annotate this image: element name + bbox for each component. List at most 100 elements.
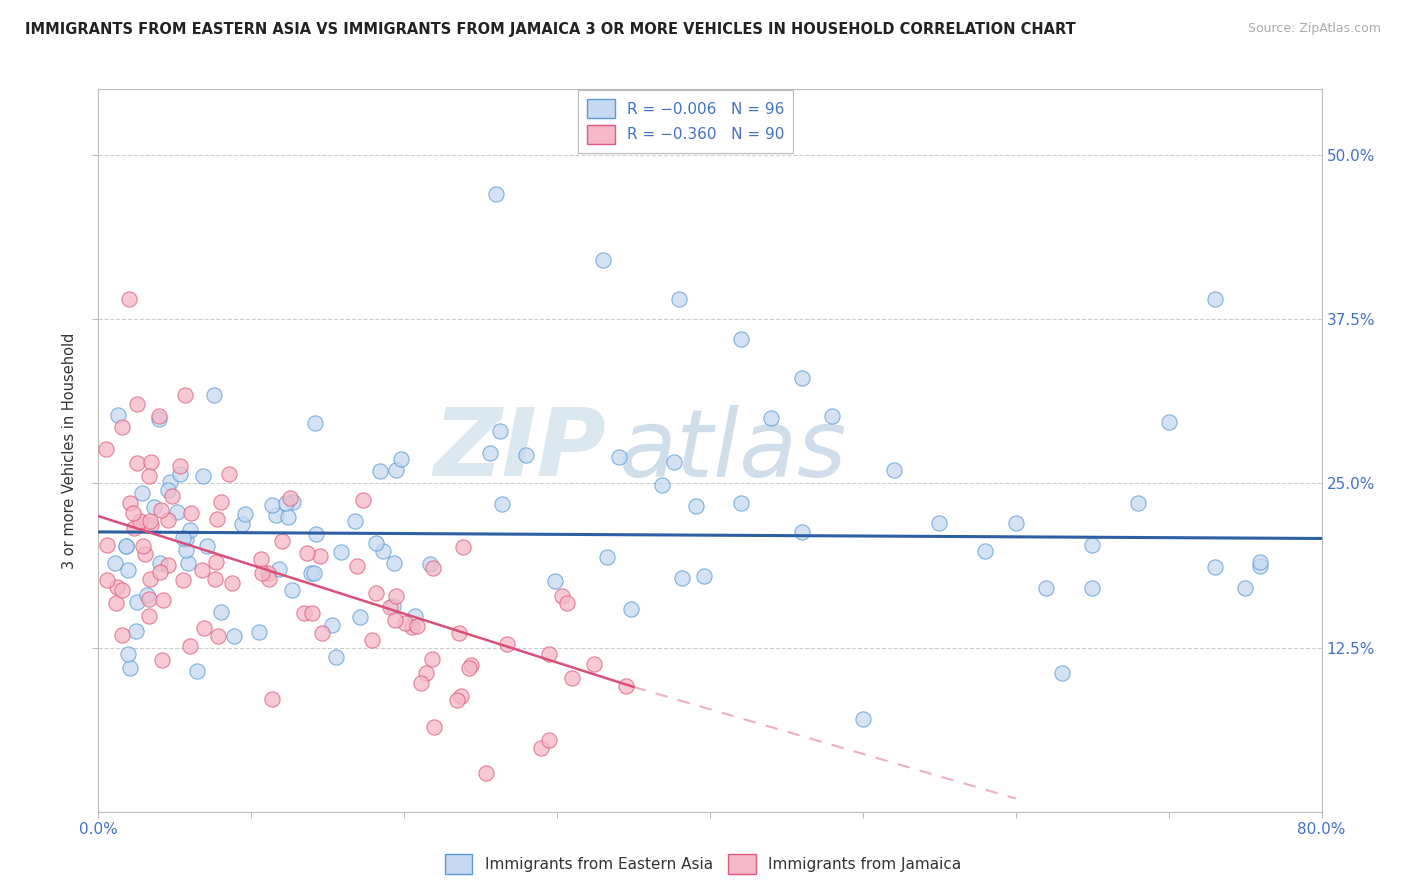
Point: [401, 620, 423, 634]
Point: [207, 629, 229, 643]
Point: [382, 556, 405, 570]
Point: [270, 533, 292, 548]
Point: [173, 573, 195, 587]
Point: [607, 450, 630, 464]
Point: [373, 544, 395, 558]
Point: [132, 516, 155, 531]
Point: [360, 633, 382, 648]
Point: [450, 690, 472, 704]
Point: [250, 566, 273, 581]
Point: [148, 412, 170, 426]
Point: [174, 543, 197, 558]
Point: [179, 639, 201, 653]
Point: [121, 506, 143, 520]
Y-axis label: 3 or more Vehicles in Household: 3 or more Vehicles in Household: [62, 333, 77, 568]
Point: [195, 539, 218, 553]
Point: [790, 524, 813, 539]
Point: [551, 590, 574, 604]
Point: [150, 653, 173, 667]
Point: [561, 672, 583, 686]
Point: [405, 619, 427, 633]
Point: [928, 516, 950, 530]
Point: [1050, 665, 1073, 680]
Point: [620, 602, 643, 616]
Point: [107, 408, 129, 422]
Point: [111, 582, 134, 597]
Point: [96, 538, 118, 552]
Point: [671, 571, 693, 585]
Point: [404, 608, 426, 623]
Text: Source: ZipAtlas.com: Source: ZipAtlas.com: [1247, 22, 1381, 36]
Point: [305, 527, 328, 541]
Point: [264, 508, 287, 522]
Point: [1234, 581, 1257, 595]
Point: [378, 600, 401, 615]
Point: [125, 595, 148, 609]
Point: [346, 558, 368, 573]
Point: [205, 555, 228, 569]
Point: [451, 540, 474, 554]
Point: [262, 499, 284, 513]
Point: [496, 637, 519, 651]
Point: [596, 550, 619, 565]
Point: [474, 766, 496, 780]
Point: [389, 451, 412, 466]
Point: [302, 566, 325, 580]
Point: [269, 561, 291, 575]
Point: [233, 507, 256, 521]
Point: [132, 539, 155, 553]
Text: ZIP: ZIP: [433, 404, 606, 497]
Point: [262, 691, 284, 706]
Point: [128, 514, 150, 528]
Point: [224, 629, 246, 643]
Point: [1204, 293, 1226, 307]
Point: [530, 741, 553, 756]
Point: [96, 573, 118, 587]
Point: [149, 556, 172, 570]
Point: [1249, 555, 1271, 569]
Point: [668, 293, 690, 307]
Text: IMMIGRANTS FROM EASTERN ASIA VS IMMIGRANTS FROM JAMAICA 3 OR MORE VEHICLES IN HO: IMMIGRANTS FROM EASTERN ASIA VS IMMIGRAN…: [25, 22, 1076, 37]
Point: [138, 514, 160, 528]
Point: [366, 586, 388, 600]
Point: [118, 660, 141, 674]
Point: [368, 464, 391, 478]
Point: [94, 442, 117, 457]
Point: [120, 496, 142, 510]
Point: [759, 411, 782, 425]
Point: [142, 500, 165, 514]
Point: [218, 467, 240, 482]
Point: [247, 625, 270, 640]
Point: [384, 613, 406, 627]
Point: [221, 575, 243, 590]
Point: [538, 647, 561, 661]
Point: [1004, 516, 1026, 530]
Point: [186, 664, 208, 678]
Point: [152, 592, 174, 607]
Point: [415, 666, 437, 681]
Point: [381, 599, 404, 613]
Point: [159, 475, 181, 490]
Point: [423, 719, 446, 733]
Point: [277, 509, 299, 524]
Point: [1081, 582, 1104, 596]
Point: [202, 388, 225, 402]
Point: [172, 531, 194, 545]
Point: [330, 544, 353, 558]
Point: [125, 397, 148, 411]
Point: [555, 597, 578, 611]
Point: [135, 588, 157, 602]
Point: [141, 518, 163, 533]
Point: [166, 505, 188, 519]
Point: [156, 513, 179, 527]
Point: [138, 468, 160, 483]
Point: [148, 409, 170, 423]
Point: [191, 469, 214, 483]
Point: [457, 660, 479, 674]
Point: [790, 371, 813, 385]
Point: [138, 609, 160, 624]
Point: [1204, 559, 1226, 574]
Text: atlas: atlas: [619, 405, 846, 496]
Point: [385, 589, 408, 603]
Point: [1081, 538, 1104, 552]
